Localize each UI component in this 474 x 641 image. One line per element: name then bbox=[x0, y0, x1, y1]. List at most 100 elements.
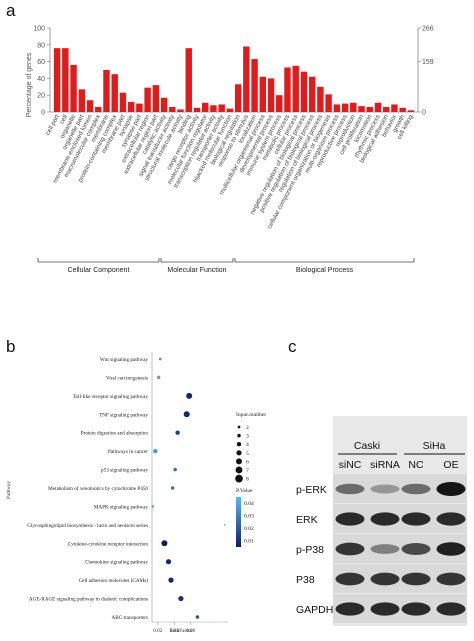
panel-a-bar bbox=[119, 92, 127, 112]
panel-a-bar bbox=[407, 110, 415, 112]
panel-a-category-label: cell bbox=[58, 114, 69, 126]
lane-label: siNC bbox=[339, 459, 362, 471]
blot-band bbox=[335, 512, 365, 526]
panel-a-bar bbox=[144, 87, 151, 112]
lane-label: OE bbox=[443, 459, 458, 471]
panel-a-bar bbox=[210, 105, 217, 112]
panel-b-pathway-label: Glycosphingolipid biosynthesis - lacto a… bbox=[27, 523, 148, 529]
panel-a-group-label: Cellular Component bbox=[68, 267, 130, 274]
panel-a-bar bbox=[325, 94, 332, 112]
panel-b-point bbox=[156, 375, 161, 380]
panel-b-size-legend-dot bbox=[237, 425, 241, 429]
blot-band bbox=[401, 572, 431, 586]
blot-band bbox=[335, 483, 365, 495]
panel-b-color-bar bbox=[236, 497, 241, 547]
panel-a-bar bbox=[193, 107, 201, 112]
panel-a-bar bbox=[185, 48, 192, 112]
blot-band bbox=[436, 572, 466, 586]
panel-a-bar bbox=[95, 106, 102, 112]
lane-label: siRNA bbox=[370, 459, 400, 471]
panel-a-bar bbox=[251, 59, 258, 112]
panel-b-color-legend-label: 0.02 bbox=[244, 526, 254, 532]
panel-a-bar bbox=[317, 86, 324, 112]
panel-b-pathway-label: Metabolism of xenobiotics by cytochrome … bbox=[48, 485, 148, 492]
blot-band bbox=[370, 484, 400, 494]
panel-b-color-legend-label: 0.01 bbox=[244, 539, 254, 545]
blot-band bbox=[401, 483, 431, 495]
panel-b-x-tick-label: 0.02 bbox=[153, 628, 162, 634]
blot-band bbox=[370, 512, 400, 526]
blot-band bbox=[335, 602, 365, 616]
panel-a-bar bbox=[374, 102, 382, 112]
panel-a-group-label: Molecular Function bbox=[167, 267, 226, 274]
panel-b-pathway-label: Cell adhesion molecules (CAMs) bbox=[79, 577, 149, 584]
panel-a-chart: 0 20 40 60 80 100 0 159 266 cell partcellorganel… bbox=[26, 26, 434, 275]
panel-a-right-tick-label: 0 bbox=[422, 110, 426, 117]
panel-b-size-legend-title: Input.number bbox=[236, 412, 266, 418]
panel-a-bar bbox=[152, 85, 160, 112]
blot-band bbox=[436, 512, 466, 526]
panel-b-axes: 0.02 0.04 0.06 bbox=[151, 352, 228, 634]
panel-a-bar bbox=[62, 48, 69, 112]
panel-a-left-tick-label: 40 bbox=[37, 76, 45, 83]
panel-a-bar bbox=[284, 67, 291, 112]
protein-label: GAPDH bbox=[296, 604, 333, 616]
blot-band bbox=[370, 572, 400, 586]
blot-band bbox=[401, 512, 431, 526]
panel-a-bar bbox=[308, 76, 316, 112]
panel-b-size-legend-label: 7 bbox=[246, 468, 249, 474]
panel-b-point bbox=[161, 540, 168, 547]
panel-b-size-legend-dot bbox=[236, 450, 242, 456]
panel-a-bar bbox=[177, 109, 184, 112]
panel-a-left-tick-label: 80 bbox=[37, 42, 45, 49]
panel-b-point bbox=[170, 486, 175, 490]
panel-b-point bbox=[153, 448, 158, 454]
panel-a-bar bbox=[53, 48, 61, 112]
panel-a-left-tick-label: 0 bbox=[41, 110, 45, 117]
blot-band bbox=[436, 542, 466, 556]
panel-a-bar bbox=[70, 64, 77, 112]
cell-line-label: Caski bbox=[354, 440, 380, 452]
protein-label: p-ERK bbox=[296, 484, 327, 496]
panel-a-bar bbox=[86, 100, 94, 112]
panel-b-point bbox=[223, 523, 226, 526]
panel-b-point bbox=[183, 411, 190, 418]
panel-b-size-legend-label: 5 bbox=[246, 451, 249, 457]
panel-a-bar bbox=[103, 70, 110, 112]
panel-a-group-label: Biological Process bbox=[296, 267, 354, 274]
panel-b-size-legend-dot bbox=[237, 433, 241, 438]
panel-b-letter: b bbox=[6, 337, 15, 356]
panel-a-bar bbox=[127, 101, 135, 112]
blot-rows: p-ERK ERK p-P38 P38 GAPDH bbox=[296, 474, 467, 623]
panel-a-bar bbox=[259, 76, 267, 112]
panel-b-chart: 0.02 0.04 0.06 Wnt signaling pathway Viral … bbox=[6, 352, 266, 634]
panel-a-bar bbox=[201, 102, 209, 112]
blot-header: Caski SiHa siNC siRNA NC OE bbox=[338, 440, 465, 471]
blot-band bbox=[370, 544, 400, 554]
panel-b-point bbox=[165, 559, 172, 565]
panel-a-bar bbox=[391, 104, 398, 112]
panel-a-left-tick-label: 20 bbox=[37, 93, 45, 100]
blot-band bbox=[335, 542, 365, 556]
panel-b-color-legend-title: P.Value bbox=[236, 488, 253, 494]
panel-b-pathway-label: Viral carcinogenesis bbox=[106, 375, 148, 381]
panel-b-point bbox=[168, 577, 174, 583]
panel-a-bar bbox=[350, 102, 357, 112]
panel-b-pathway-label: p53 signaling pathway bbox=[101, 468, 148, 474]
panel-a-bar bbox=[366, 106, 373, 112]
panel-b-color-legend-label: 0.03 bbox=[244, 514, 254, 520]
panel-b-pathway-label: Wnt signaling pathway bbox=[100, 357, 149, 363]
panel-a-y-axis-label: Percentage of genes bbox=[26, 52, 33, 117]
blot-band bbox=[401, 543, 431, 555]
panel-b-size-legend-label: 2 bbox=[246, 425, 249, 431]
panel-b-point bbox=[195, 615, 200, 619]
panel-a-bar bbox=[341, 103, 349, 112]
panel-b-x-tick-label: 0.04 bbox=[170, 628, 179, 634]
panel-b-pathway-labels: Wnt signaling pathway Viral carcinogenesi… bbox=[27, 357, 148, 621]
panel-a-bar bbox=[358, 106, 365, 112]
panel-b-point bbox=[186, 392, 193, 399]
panel-b-points bbox=[151, 357, 226, 619]
panel-b-pathway-label: Toll-like receptor signaling pathway bbox=[73, 394, 149, 400]
